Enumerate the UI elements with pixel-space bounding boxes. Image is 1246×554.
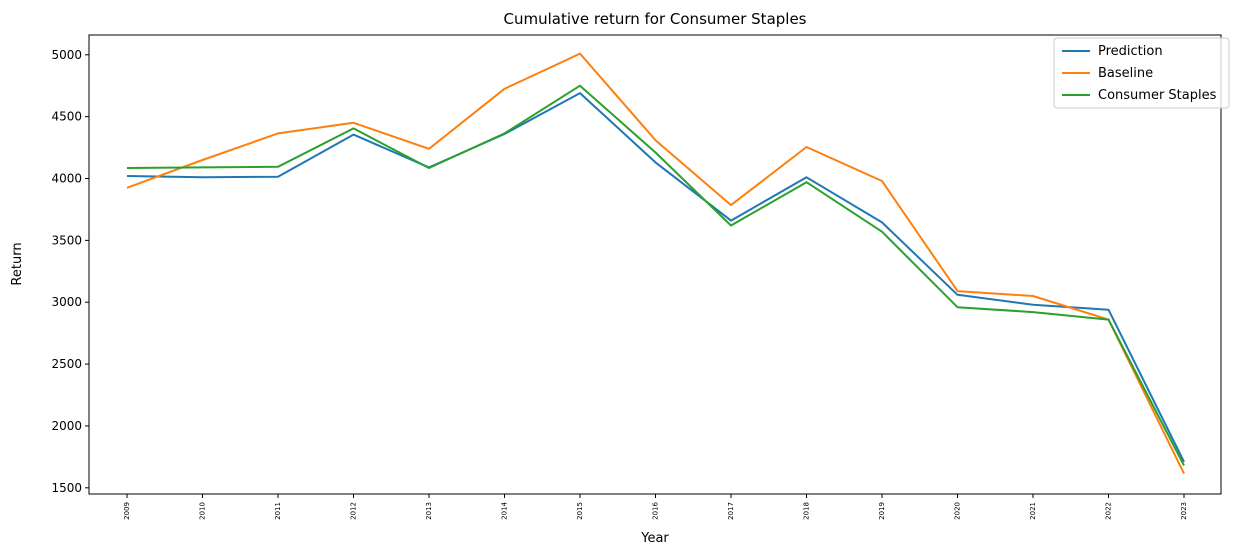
x-tick-label: 2017 <box>727 502 735 520</box>
legend: Prediction Baseline Consumer Staples <box>1053 37 1230 109</box>
x-tick-label: 2011 <box>274 502 282 520</box>
y-axis: 1500 2000 2500 3000 3500 4000 4500 5000 <box>51 48 89 495</box>
series-line-baseline <box>126 52 1185 475</box>
series-line-consumer-staples <box>126 84 1185 466</box>
x-tick-label: 2022 <box>1105 502 1113 520</box>
chart-title: Cumulative return for Consumer Staples <box>504 10 807 28</box>
x-tick-label: 2018 <box>803 502 811 520</box>
x-tick-label: 2021 <box>1029 502 1037 520</box>
plot-area <box>88 34 1222 495</box>
x-tick-label: 2013 <box>425 502 433 520</box>
y-tick-label: 3500 <box>51 233 82 247</box>
y-tick-label: 5000 <box>51 48 82 62</box>
y-tick-label: 2500 <box>51 357 82 371</box>
legend-label: Prediction <box>1098 44 1163 59</box>
x-tick-label: 2010 <box>199 502 207 520</box>
x-axis: 2009 2010 2011 2012 2013 2014 2015 2016 2017 2018… <box>123 494 1188 520</box>
series-line-prediction <box>126 92 1185 463</box>
y-tick-label: 1500 <box>51 481 82 495</box>
x-tick-label: 2016 <box>652 501 660 519</box>
x-tick-label: 2015 <box>576 502 584 520</box>
y-tick-label: 3000 <box>51 295 82 309</box>
x-axis-label: Year <box>640 531 669 546</box>
legend-label: Consumer Staples <box>1098 88 1217 103</box>
x-tick-label: 2014 <box>501 501 509 519</box>
x-tick-label: 2009 <box>123 502 131 520</box>
legend-box <box>1053 37 1230 109</box>
x-tick-label: 2023 <box>1180 502 1188 520</box>
y-tick-label: 4000 <box>51 172 82 186</box>
y-tick-label: 2000 <box>51 419 82 433</box>
series-lines <box>126 52 1185 475</box>
x-tick-label: 2019 <box>878 502 886 520</box>
legend-label: Baseline <box>1098 66 1153 81</box>
x-tick-label: 2012 <box>350 502 358 520</box>
y-tick-label: 4500 <box>51 110 82 124</box>
y-axis-label: Return <box>10 242 25 285</box>
plot-frame <box>88 34 1222 495</box>
x-tick-label: 2020 <box>954 502 962 520</box>
